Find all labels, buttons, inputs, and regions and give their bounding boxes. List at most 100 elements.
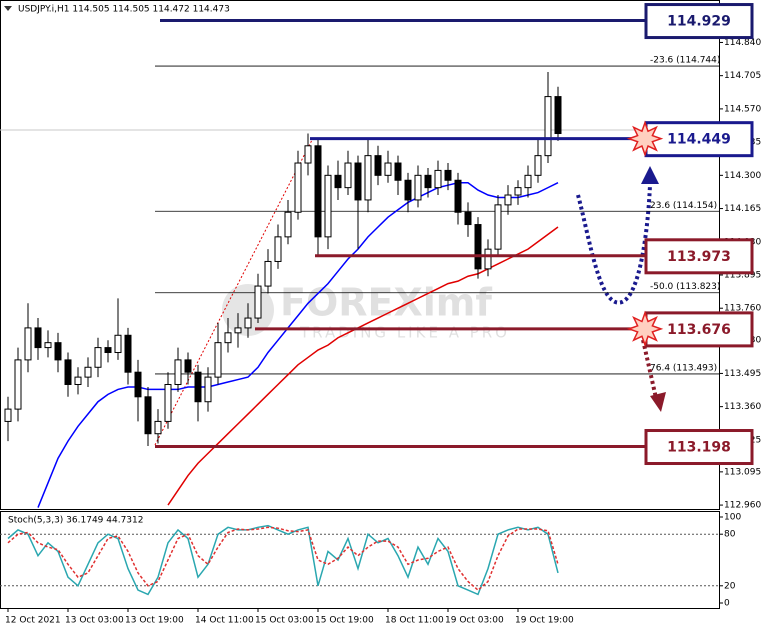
candle-body <box>254 285 262 319</box>
x-tick-label: 13 Oct 03:00 <box>65 616 124 626</box>
x-tick-label: 19 Oct 03:00 <box>445 616 504 626</box>
fib-label: 76.4 (113.493) <box>650 363 717 373</box>
watermark-brand: FOREXimf <box>280 281 492 325</box>
candle-body <box>384 162 392 176</box>
candle-body <box>174 359 182 385</box>
candle-body <box>144 396 152 435</box>
level-label: 113.973 <box>667 249 731 265</box>
candle-body <box>474 224 482 270</box>
candle-body <box>324 174 332 238</box>
x-tick-label: 12 Oct 2021 <box>5 616 61 626</box>
candle-body <box>134 371 142 398</box>
trend-line <box>154 139 313 446</box>
burst-icon <box>626 120 664 157</box>
candle-body <box>34 327 42 349</box>
x-tick-label: 13 Oct 19:00 <box>125 616 184 626</box>
level-box: 114.449 <box>644 121 754 158</box>
level-label: 113.198 <box>667 440 731 456</box>
candle-body <box>74 376 82 385</box>
candle-body <box>394 162 402 181</box>
y-tick-label: 112.960 <box>724 501 761 511</box>
candle-body <box>444 169 452 181</box>
candle-body <box>14 359 22 410</box>
y-tick-label: 114.840 <box>724 38 761 48</box>
level-label: 114.449 <box>667 132 731 148</box>
candle-body <box>294 162 302 213</box>
indicator-line <box>167 226 559 506</box>
candle-body <box>494 204 502 250</box>
y-tick-label: 80 <box>724 530 736 540</box>
y-tick-label: 113.495 <box>724 369 761 379</box>
x-tick-label: 14 Oct 11:00 <box>195 616 254 626</box>
candle-body <box>64 359 72 385</box>
fib-label: 23.6 (114.154) <box>650 201 717 211</box>
arrow-head <box>650 392 666 412</box>
candle-body <box>194 371 202 403</box>
stoch-title: Stoch(5,3,3) 36.1749 44.7312 <box>8 516 143 526</box>
y-tick-label: 113.360 <box>724 402 761 412</box>
candle-body <box>184 359 192 373</box>
level-box-frame <box>644 3 754 40</box>
watermark-tagline: TRADING LIKE A PRO <box>299 324 510 342</box>
y-tick-label: 100 <box>724 513 741 523</box>
stoch-frame <box>0 511 720 609</box>
candle-body <box>84 366 92 378</box>
candle-body <box>264 260 272 287</box>
y-tick-label: 114.300 <box>724 171 761 181</box>
x-tick-label: 19 Oct 19:00 <box>515 616 574 626</box>
candle-body <box>44 342 52 349</box>
candle-body <box>404 179 412 201</box>
candle-body <box>4 408 12 422</box>
burst-icon <box>626 310 664 348</box>
candle-body <box>244 317 252 329</box>
candle-body <box>94 347 102 368</box>
candle-body <box>544 96 552 157</box>
forecast-arrow-up <box>576 184 652 305</box>
y-tick-label: 114.570 <box>724 104 761 114</box>
x-tick-label: 15 Oct 03:00 <box>255 616 314 626</box>
chart-title: USDJPY.i,H1 114.505 114.505 114.472 114.… <box>18 5 230 15</box>
candle-body <box>534 155 542 176</box>
candle-body <box>124 334 132 373</box>
level-box-frame <box>644 429 754 466</box>
candle-body <box>274 236 282 262</box>
indicator-line <box>7 526 559 592</box>
level-label: 114.929 <box>667 14 731 30</box>
level-box: 113.973 <box>644 238 754 275</box>
fib-label: -23.6 (114.744) <box>650 56 720 66</box>
candle-body <box>154 420 162 435</box>
candle-body <box>354 162 362 201</box>
arrow-head <box>641 166 659 184</box>
candle-body <box>314 145 322 238</box>
candle-body <box>24 327 32 361</box>
fib-label: -50.0 (113.823) <box>650 282 720 292</box>
candle-body <box>374 155 382 176</box>
level-label: 113.676 <box>667 322 731 338</box>
candle-body <box>464 211 472 226</box>
candle-body <box>344 162 352 189</box>
y-tick-label: 114.705 <box>724 71 761 81</box>
candle-body <box>164 384 172 422</box>
candle-body <box>204 376 212 403</box>
candle-body <box>504 194 512 206</box>
candle-body <box>304 145 312 164</box>
y-tick-label: 114.165 <box>724 204 761 214</box>
level-box-frame <box>644 238 754 275</box>
candle-body <box>104 347 112 354</box>
candle-body <box>514 187 522 196</box>
candle-body <box>224 332 232 344</box>
x-tick-label: 15 Oct 19:00 <box>315 616 374 626</box>
candle-body <box>424 174 432 189</box>
candle-body <box>284 211 292 238</box>
indicator-line <box>37 181 559 508</box>
candle-body <box>234 327 242 334</box>
candle-body <box>524 174 532 189</box>
candle-body <box>434 169 442 189</box>
candle-body <box>54 342 62 361</box>
forecast-arrow-down <box>641 339 658 399</box>
candle-body <box>364 155 372 201</box>
candle-body <box>484 248 492 270</box>
level-box: 114.929 <box>644 3 754 40</box>
y-tick-label: 113.095 <box>724 467 761 477</box>
